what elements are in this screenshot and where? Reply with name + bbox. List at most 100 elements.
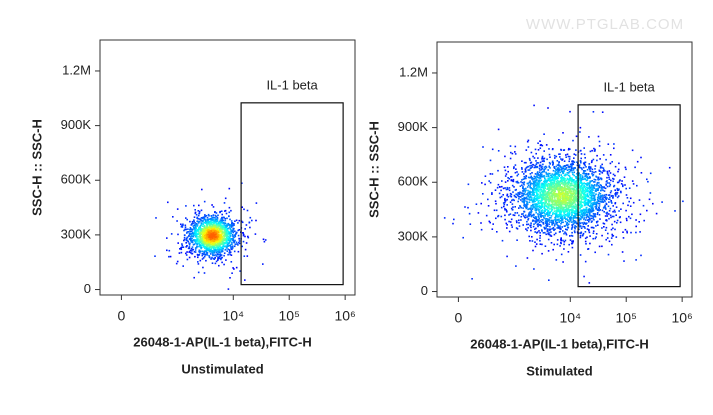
event-dot xyxy=(512,191,514,193)
event-dot xyxy=(578,174,580,177)
event-dot xyxy=(183,229,185,232)
event-dot xyxy=(574,154,577,156)
event-dot xyxy=(190,241,193,243)
event-dot xyxy=(543,207,546,209)
event-dot xyxy=(535,184,537,187)
event-dot xyxy=(574,214,576,216)
event-dot xyxy=(629,205,632,207)
event-dot xyxy=(213,247,215,250)
event-dot xyxy=(530,229,532,232)
event-dot xyxy=(213,251,215,254)
event-dot xyxy=(575,189,578,191)
event-dot xyxy=(544,217,546,220)
event-dot xyxy=(201,244,203,247)
event-dot xyxy=(207,238,210,240)
event-dot xyxy=(527,184,530,187)
event-dot xyxy=(559,188,561,191)
event-dot xyxy=(521,171,524,173)
event-dot xyxy=(560,166,562,168)
event-dot xyxy=(215,250,218,252)
event-dot xyxy=(582,223,585,225)
event-dot xyxy=(530,199,532,201)
event-dot xyxy=(564,193,567,195)
event-dot xyxy=(199,240,202,242)
event-dot xyxy=(567,183,570,186)
event-dot xyxy=(531,176,533,179)
event-dot xyxy=(214,217,216,219)
event-dot xyxy=(616,219,619,222)
event-dot xyxy=(231,233,234,236)
event-dot xyxy=(573,220,575,222)
event-dot xyxy=(219,231,222,233)
event-dot xyxy=(611,215,614,218)
event-dot xyxy=(553,191,555,194)
event-dot xyxy=(525,204,528,206)
event-dot xyxy=(561,226,563,228)
event-dot xyxy=(537,225,539,228)
event-dot xyxy=(542,163,544,166)
event-dot xyxy=(530,164,533,167)
event-dot xyxy=(636,184,638,187)
event-dot xyxy=(208,224,211,226)
event-dot xyxy=(190,224,193,226)
event-dot xyxy=(592,174,595,176)
event-dot xyxy=(579,195,581,197)
event-dot xyxy=(523,183,525,186)
event-dot xyxy=(561,217,563,220)
event-dot xyxy=(604,170,606,172)
event-dot xyxy=(168,255,170,258)
event-dot xyxy=(218,256,221,258)
event-dot xyxy=(583,192,586,195)
event-dot xyxy=(210,251,212,253)
event-dot xyxy=(513,167,515,170)
event-dot xyxy=(571,179,573,181)
event-dot xyxy=(199,245,201,248)
event-dot xyxy=(523,181,526,183)
event-dot xyxy=(202,266,204,269)
event-dot xyxy=(548,179,551,181)
event-dot xyxy=(568,192,570,194)
event-dot xyxy=(635,225,637,228)
y-axis-label: SSC-H :: SSC-H xyxy=(366,121,381,218)
event-dot xyxy=(563,179,565,182)
event-dot xyxy=(572,163,575,166)
event-dot xyxy=(511,184,514,187)
event-dot xyxy=(535,160,537,162)
event-dot xyxy=(544,228,546,230)
event-dot xyxy=(194,229,196,232)
event-dot xyxy=(242,232,244,234)
event-dot xyxy=(597,193,600,196)
event-dot xyxy=(593,218,595,221)
event-dot xyxy=(624,228,627,231)
event-dot xyxy=(523,203,526,206)
event-dot xyxy=(553,192,556,194)
event-dot xyxy=(512,198,514,201)
event-dot xyxy=(210,236,212,238)
event-dot xyxy=(568,214,570,217)
event-dot xyxy=(536,205,539,208)
event-dot xyxy=(586,193,589,195)
event-dot xyxy=(219,247,222,249)
event-dot xyxy=(525,207,528,210)
event-dot xyxy=(215,251,217,254)
event-dot xyxy=(504,155,506,158)
event-dot xyxy=(215,218,218,220)
event-dot xyxy=(640,156,642,159)
event-dot xyxy=(608,210,611,212)
event-dot xyxy=(532,191,535,194)
event-dot xyxy=(212,236,214,239)
event-dot xyxy=(191,252,193,255)
event-dot xyxy=(541,243,543,246)
event-dot xyxy=(588,188,590,190)
event-dot xyxy=(567,200,570,202)
event-dot xyxy=(550,183,553,186)
event-dot xyxy=(579,182,582,184)
event-dot xyxy=(507,180,509,182)
event-dot xyxy=(211,204,213,206)
event-dot xyxy=(557,207,560,209)
event-dot xyxy=(554,200,556,203)
event-dot xyxy=(213,237,215,240)
event-dot xyxy=(563,170,565,173)
event-dot xyxy=(232,225,234,227)
event-dot xyxy=(625,168,627,171)
